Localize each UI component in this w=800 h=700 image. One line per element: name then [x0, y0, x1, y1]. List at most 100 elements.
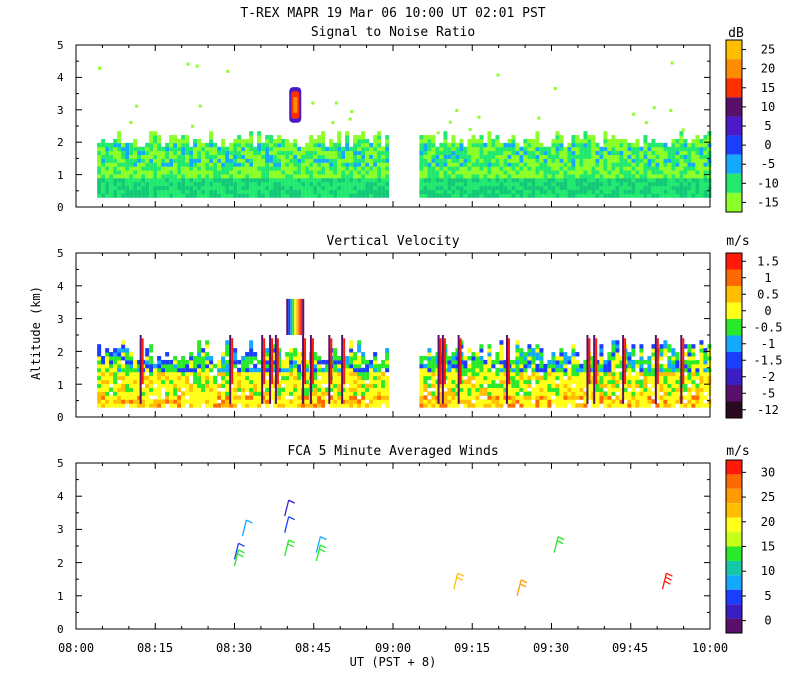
vv-cell [515, 367, 520, 373]
vv-cell [487, 387, 492, 392]
snr-cell [209, 189, 214, 194]
vv-cell [479, 355, 484, 361]
snr-cell [583, 162, 588, 167]
wind-barb-shaft [233, 549, 240, 567]
snr-cell [431, 189, 436, 194]
vv-cell [427, 399, 432, 404]
snr-cell [431, 177, 436, 183]
snr-cell [495, 150, 500, 156]
vv-cell [455, 403, 460, 408]
vv-cell [419, 383, 424, 388]
snr-cell [551, 189, 556, 194]
vv-cell [141, 395, 146, 400]
vv-cell [499, 367, 504, 373]
snr-cell [361, 193, 366, 198]
vv-cell [683, 367, 688, 373]
vv-cell [507, 383, 512, 388]
vv-cell [305, 371, 310, 377]
vv-plume-band [292, 298, 295, 335]
snr-cell [137, 189, 142, 194]
vv-cell [349, 355, 354, 361]
snr-cell [679, 177, 684, 183]
snr-cell [687, 170, 692, 175]
snr-cell [515, 185, 520, 191]
snr-cell [427, 170, 432, 175]
snr-cell [369, 146, 374, 152]
vv-cell [619, 395, 624, 400]
vv-cell [241, 403, 246, 408]
snr-cell [535, 154, 540, 159]
vv-cell [607, 355, 612, 361]
vv-cell [419, 355, 424, 361]
vv-cell [427, 355, 432, 361]
snr-cell [353, 142, 358, 148]
vv-cell [345, 371, 350, 377]
vv-cell [631, 344, 636, 349]
vv-cell [373, 352, 378, 357]
snr-cell [369, 162, 374, 167]
snr-cell [385, 158, 390, 163]
vv-cell [607, 399, 612, 404]
vv-cell [555, 399, 560, 404]
vv-cell [105, 375, 110, 381]
snr-cell [305, 181, 310, 187]
snr-cell [337, 181, 342, 187]
snr-cell [317, 166, 322, 171]
vv-cell [145, 387, 150, 392]
vv-cell [659, 383, 664, 388]
vv-cell [289, 348, 294, 353]
vv-cell [491, 395, 496, 400]
snr-cell [317, 162, 322, 167]
snr-cell [333, 177, 338, 183]
y-tick-label: 2 [57, 557, 64, 570]
vv-cell [297, 403, 302, 408]
snr-cell [309, 142, 314, 148]
snr-cell [245, 146, 250, 152]
vv-cell [451, 355, 456, 361]
vv-cell [499, 355, 504, 361]
vv-cell [121, 387, 126, 392]
vv-cell [423, 379, 428, 385]
vv-cell [209, 395, 214, 400]
snr-cell [631, 162, 636, 167]
snr-cell [153, 142, 158, 148]
snr-cell [301, 185, 306, 191]
snr-cell [459, 189, 464, 194]
snr-cell [329, 170, 334, 175]
snr-cell [313, 181, 318, 187]
vv-cell [683, 383, 688, 388]
snr-cell [595, 181, 600, 187]
snr-cell [269, 138, 274, 144]
snr-cell [165, 173, 170, 179]
snr-cell [157, 166, 162, 171]
snr-cell [373, 138, 378, 144]
vv-cell [703, 352, 708, 357]
vv-cell [293, 387, 298, 392]
snr-cell [451, 158, 456, 163]
vv-cell [543, 375, 548, 381]
snr-cell [531, 193, 536, 198]
vv-cell [527, 363, 532, 369]
snr-cell [305, 158, 310, 163]
snr-cell [443, 131, 448, 136]
vv-cell [153, 379, 158, 385]
snr-cell [519, 158, 524, 163]
snr-cell [451, 138, 456, 144]
snr-cell [237, 158, 242, 163]
snr-cell [189, 173, 194, 179]
snr-cell [221, 193, 226, 198]
snr-speck [632, 112, 636, 116]
snr-cell [197, 181, 202, 187]
vv-cell [245, 352, 250, 357]
vv-cell [463, 395, 468, 400]
snr-cell [265, 154, 270, 159]
vv-cell [189, 387, 194, 392]
snr-cell [443, 185, 448, 191]
vv-cell [109, 395, 114, 400]
snr-cell [607, 170, 612, 175]
colorbar-label: 20 [761, 515, 775, 529]
vv-cell [515, 340, 520, 345]
vv-cell [117, 375, 122, 381]
snr-cell [515, 177, 520, 183]
snr-speck [644, 121, 648, 125]
